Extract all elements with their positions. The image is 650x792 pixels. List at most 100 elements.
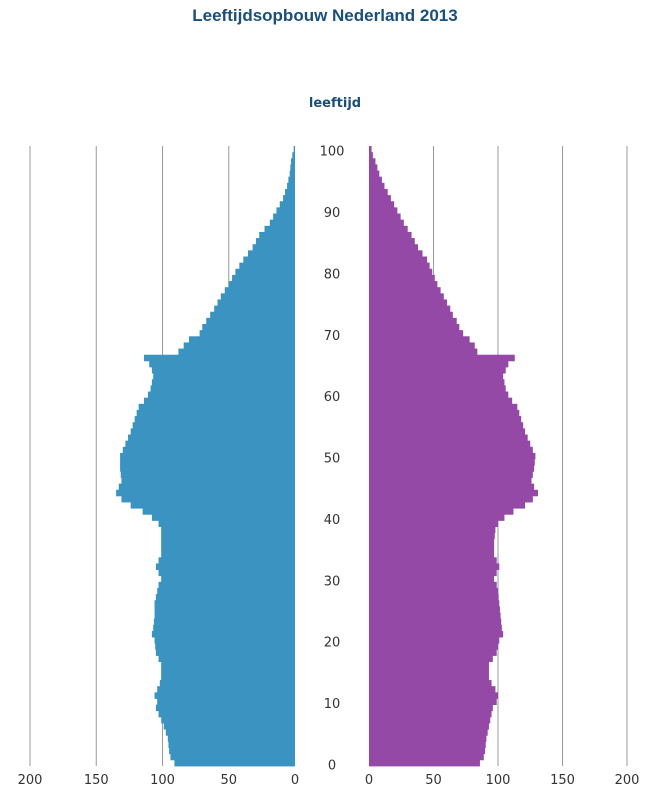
left-x-tick-0: 0 <box>291 773 299 788</box>
bar-left-age-14 <box>161 673 295 681</box>
bar-left-age-54 <box>130 428 295 435</box>
bar-left-age-21 <box>151 630 295 638</box>
bar-right-age-21 <box>369 630 504 638</box>
bar-right-age-47 <box>369 471 533 478</box>
bar-right-age-16 <box>369 661 489 669</box>
bar-right-age-28 <box>369 587 498 595</box>
bar-right-age-92 <box>369 195 391 202</box>
bar-right-age-54 <box>369 428 526 435</box>
bar-left-age-46 <box>121 477 295 485</box>
bar-right-age-10 <box>369 698 497 706</box>
bar-left-age-39 <box>158 520 295 527</box>
bar-right-age-99 <box>369 152 373 159</box>
bar-left-age-26 <box>154 600 295 607</box>
bar-left-age-42 <box>130 502 295 509</box>
bar-left-age-36 <box>161 538 295 546</box>
bar-right-age-20 <box>369 637 500 644</box>
bar-left-age-59 <box>143 397 295 405</box>
bar-left-age-90 <box>276 207 295 214</box>
right-x-tick-labels: 0 50 100 150 200 <box>365 773 640 788</box>
bar-left-age-72 <box>206 317 295 325</box>
bar-left-age-88 <box>269 219 295 227</box>
bar-left-age-12 <box>157 686 295 693</box>
chart-title: Leeftijdsopbouw Nederland 2013 <box>192 6 458 25</box>
bar-left-age-80 <box>235 268 295 276</box>
bar-left-age-35 <box>161 545 295 552</box>
age-tick-0: 0 <box>328 759 336 774</box>
bar-left-age-93 <box>285 188 295 196</box>
bar-left-age-71 <box>202 324 295 331</box>
bar-right-age-93 <box>369 188 388 196</box>
bar-left-age-2 <box>169 747 295 755</box>
age-tick-50: 50 <box>324 452 341 467</box>
bar-right-age-85 <box>369 238 415 245</box>
bar-right-age-64 <box>369 366 506 374</box>
bar-left-age-50 <box>120 452 295 460</box>
bar-right-age-78 <box>369 281 438 288</box>
bar-left-age-45 <box>118 483 296 491</box>
bar-left-age-28 <box>157 587 295 595</box>
bar-left-age-94 <box>287 182 295 190</box>
bar-left-age-81 <box>239 262 295 270</box>
bar-left-age-85 <box>255 238 295 245</box>
bar-left-age-95 <box>288 176 295 184</box>
age-tick-30: 30 <box>324 574 341 589</box>
bar-left-age-84 <box>252 244 295 251</box>
bar-right-age-90 <box>369 207 398 214</box>
bar-left-age-6 <box>163 723 295 730</box>
bar-left-age-25 <box>154 606 295 613</box>
bar-left-age-78 <box>228 281 295 288</box>
right-x-tick-0: 0 <box>365 773 373 788</box>
bar-right-age-94 <box>369 182 385 190</box>
bar-left-age-62 <box>151 379 295 386</box>
bar-right-age-42 <box>369 502 526 509</box>
bar-right-age-40 <box>369 514 505 521</box>
bar-left-age-24 <box>154 612 295 620</box>
bar-left-age-82 <box>243 256 295 264</box>
bar-right-age-35 <box>369 545 495 552</box>
bar-right-age-74 <box>369 305 451 313</box>
bar-left-age-33 <box>158 557 295 564</box>
bar-right-age-55 <box>369 422 524 429</box>
left-x-tick-100: 100 <box>150 773 175 788</box>
bar-left-age-30 <box>161 575 295 583</box>
bar-right-age-27 <box>369 594 499 601</box>
bar-left-age-67 <box>178 348 295 356</box>
bar-left-age-44 <box>116 489 295 497</box>
bar-right-age-12 <box>369 686 496 693</box>
bar-right-age-62 <box>369 379 505 386</box>
bar-right-age-41 <box>369 508 514 515</box>
bar-right-age-17 <box>369 655 493 663</box>
right-x-tick-50: 50 <box>425 773 442 788</box>
bar-right-age-61 <box>369 385 506 392</box>
bar-right-age-48 <box>369 465 535 472</box>
bar-left-age-100 <box>293 146 295 153</box>
age-tick-80: 80 <box>324 267 341 282</box>
bar-right-age-15 <box>369 667 489 675</box>
bar-left-age-60 <box>147 391 295 399</box>
bar-right-age-86 <box>369 231 412 239</box>
bar-left-age-89 <box>273 213 295 221</box>
bar-right-age-13 <box>369 680 492 687</box>
bar-right-age-25 <box>369 606 500 613</box>
bar-left-age-69 <box>189 336 295 343</box>
bar-right-age-43 <box>369 495 533 503</box>
bar-left-age-18 <box>155 649 295 656</box>
bar-left-age-11 <box>154 692 295 699</box>
bar-right-age-52 <box>369 440 531 448</box>
bar-left-age-22 <box>153 624 295 632</box>
bar-left-age-65 <box>149 360 295 368</box>
bar-left-age-37 <box>161 532 295 540</box>
bar-right-age-34 <box>369 551 495 558</box>
bar-right-age-96 <box>369 170 380 178</box>
right-x-tick-100: 100 <box>486 773 511 788</box>
bar-right-age-6 <box>369 723 489 730</box>
bar-right-age-89 <box>369 213 401 221</box>
bar-right-age-63 <box>369 373 504 380</box>
bar-left-age-99 <box>292 152 295 159</box>
left-x-tick-labels: 200 150 100 50 0 <box>18 773 300 788</box>
bar-right-age-80 <box>369 268 433 276</box>
bar-left-age-32 <box>155 563 295 570</box>
bar-left-age-74 <box>214 305 295 313</box>
bar-left-age-0 <box>174 759 295 767</box>
